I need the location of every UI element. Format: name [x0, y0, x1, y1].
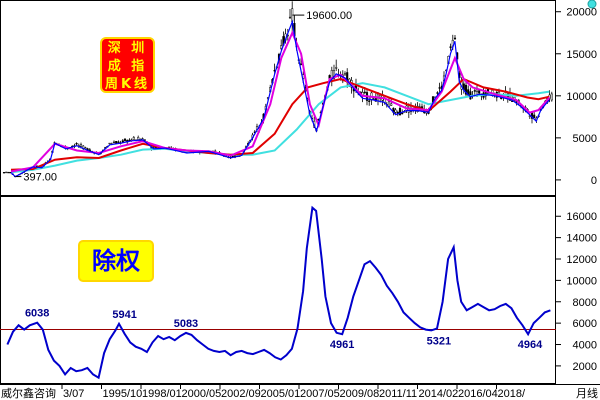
x-tick-label: 2018/: [498, 388, 526, 400]
lower-ytick-label: 6000: [573, 318, 597, 330]
candle-body: [453, 37, 457, 40]
candle-body: [117, 141, 120, 143]
lower-ytick-label: 8000: [573, 297, 597, 309]
candle-body: [390, 103, 393, 106]
candle-body: [7, 171, 10, 174]
x-axis-left-label: 威尔鑫咨询: [1, 386, 56, 400]
lower-ytick-label: 12000: [566, 254, 597, 266]
candle-body: [363, 91, 366, 94]
candle-body: [550, 93, 553, 101]
x-tick-label: 2005/01: [261, 388, 301, 400]
lower-ytick-label: 16000: [566, 211, 597, 223]
level-label: 5083: [174, 318, 198, 330]
candle-body: [436, 92, 439, 94]
peak-annotation: 19600.00: [306, 10, 352, 22]
candle-body: [84, 147, 87, 149]
candle-body: [108, 142, 111, 145]
level-label: 5941: [112, 309, 136, 321]
level-label: 5321: [427, 335, 451, 347]
ma-red-line: [10, 77, 550, 171]
upper-ytick-label: 0: [591, 175, 597, 187]
candle-body: [343, 73, 347, 76]
x-tick-label: 3/07: [63, 388, 84, 400]
cursor-marker-icon: [587, 0, 597, 9]
adjusted-price-line: [6, 205, 551, 380]
candle-body: [231, 155, 234, 158]
lower-ytick-label: 10000: [566, 275, 597, 287]
upper-annotations: 19600.00 397.00: [15, 10, 352, 184]
candle-body: [299, 63, 303, 65]
upper-series-lines: [10, 19, 551, 178]
level-label: 4964: [518, 339, 543, 351]
title-badge: 深 圳 成 指 周K线: [100, 37, 155, 93]
candle-body: [401, 112, 404, 115]
lower-ytick-label: 4000: [573, 340, 597, 352]
candle-body: [533, 114, 536, 119]
x-axis: 威尔鑫咨询 3/07 1995/10 1998/01 2000/05 2002/09 200…: [1, 384, 598, 400]
x-axis-right-label: 月线: [576, 386, 598, 400]
x-tick-label: 2000/05: [182, 388, 222, 400]
candle-body: [387, 101, 391, 107]
candle-body: [332, 70, 336, 80]
candle-body: [115, 141, 118, 144]
lower-labels: 6038 5941 5083 4961 5321 4964: [25, 308, 543, 352]
candle-body: [75, 143, 78, 145]
candle-body: [79, 144, 83, 147]
upper-ytick-label: 5000: [573, 133, 597, 145]
lower-ytick-label: 2000: [573, 361, 597, 373]
x-tick-label: 1995/10: [103, 388, 143, 400]
candle-body: [288, 16, 292, 19]
candle-body: [473, 90, 476, 92]
upper-ytick-label: 10000: [566, 91, 597, 103]
x-tick-label: 1998/01: [142, 388, 182, 400]
x-tick-label: 2011/11: [379, 388, 417, 400]
ma-magenta-line: [10, 30, 551, 173]
upper-ytick-label: 20000: [566, 7, 597, 19]
level-label: 6038: [25, 308, 49, 320]
ma-cyan-line: [10, 82, 550, 174]
candle-body: [398, 107, 402, 116]
candle-body: [394, 109, 397, 113]
x-tick-label: 2007/05: [300, 388, 340, 400]
candle-body: [438, 87, 441, 89]
x-tick-label: 2014/02: [419, 388, 459, 400]
upper-ytick-label: 15000: [566, 49, 597, 61]
lower-panel-frame: [0, 196, 556, 384]
candle-body: [464, 84, 468, 95]
lower-ytick-label: 14000: [566, 233, 597, 245]
title-line-2: 成 指: [107, 59, 148, 74]
candle-body: [280, 45, 283, 49]
candle-body: [143, 139, 146, 141]
title-line-1: 深 圳: [107, 41, 148, 56]
title-line-3: 周K线: [104, 77, 151, 92]
x-tick-label: 2016/04: [458, 388, 498, 400]
candle-body: [368, 100, 371, 102]
candle-body: [132, 137, 135, 140]
candle-body: [335, 67, 338, 69]
upper-panel-frame: [0, 0, 556, 196]
lower-y-axis: 2000 4000 6000 8000 10000 12000 14000 16000: [556, 211, 597, 373]
candle-body: [5, 171, 8, 174]
upper-y-axis: 0 5000 10000 15000 20000: [556, 7, 597, 187]
candle-body: [137, 137, 140, 140]
candle-body: [449, 46, 452, 48]
ma-blue-line: [10, 19, 550, 178]
low-annotation: 397.00: [23, 172, 57, 184]
candle-body: [112, 141, 116, 144]
candle-body: [2, 172, 6, 174]
x-tick-label: 2002/09: [221, 388, 261, 400]
candle-body: [123, 138, 127, 141]
lower-series: [0, 205, 556, 380]
adjusted-badge: 除权: [78, 240, 154, 282]
candle-body: [478, 90, 481, 94]
level-label: 4961: [330, 339, 354, 351]
x-tick-label: 2009/08: [340, 388, 380, 400]
